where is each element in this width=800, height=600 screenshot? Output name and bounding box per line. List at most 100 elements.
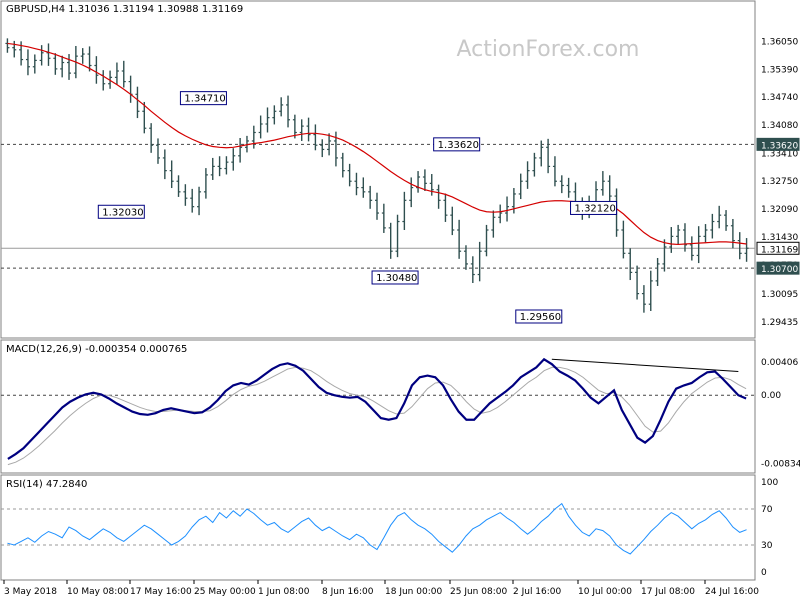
price-bar <box>46 43 51 66</box>
price-level-badge: 1.33620 <box>756 137 800 151</box>
x-tick-label: 17 May 16:00 <box>130 587 192 597</box>
price-bar <box>655 257 660 286</box>
rsi-panel-frame <box>0 474 756 581</box>
svg-text:1.30480: 1.30480 <box>376 273 417 284</box>
rsi-y-tick: 100 <box>761 478 778 488</box>
price-bar <box>238 137 243 163</box>
price-bar <box>628 248 633 281</box>
x-tick-label: 3 May 2018 <box>4 587 57 597</box>
price-bar <box>388 222 393 259</box>
price-y-tick: 1.30095 <box>761 290 798 300</box>
price-bar <box>689 236 694 261</box>
macd-y-tick: -0.008346 <box>761 459 800 469</box>
price-annotation: 1.32030 <box>97 204 145 219</box>
svg-text:1.29560: 1.29560 <box>520 312 561 323</box>
price-bar <box>566 177 571 198</box>
price-annotation: 1.33620 <box>433 137 481 152</box>
rsi-y-tick: 70 <box>761 505 773 515</box>
macd-divergence-line <box>551 358 739 373</box>
svg-text:1.33620: 1.33620 <box>438 140 479 151</box>
price-bar <box>162 149 167 180</box>
price-bar <box>313 124 318 151</box>
price-bar <box>491 210 496 238</box>
price-level-badge: 1.31169 <box>756 241 800 255</box>
price-panel-frame <box>0 0 756 339</box>
moving-average-line <box>7 42 747 246</box>
price-bar <box>463 245 468 270</box>
price-bar <box>368 185 373 209</box>
price-y-tick: 1.36050 <box>761 37 798 47</box>
price-bar <box>190 188 195 213</box>
rsi-y-tick: 30 <box>761 541 773 551</box>
price-bar <box>306 117 311 142</box>
price-bar <box>94 56 99 84</box>
macd-line <box>7 357 747 460</box>
x-tick-label: 1 Jun 08:00 <box>258 587 310 597</box>
price-bar <box>114 62 119 85</box>
svg-text:1.33620: 1.33620 <box>761 141 798 151</box>
price-bar <box>67 54 72 80</box>
rsi-y-tick: 0 <box>761 568 767 578</box>
price-bar <box>416 171 421 193</box>
price-bar <box>662 239 667 272</box>
x-tick-label: 8 Jun 16:00 <box>322 587 374 597</box>
price-bar <box>155 138 160 164</box>
price-bar <box>251 125 256 149</box>
price-bar <box>135 86 140 119</box>
price-bar <box>12 40 17 58</box>
price-y-tick: 1.34080 <box>761 121 798 131</box>
price-bar <box>244 135 249 153</box>
x-tick-label: 17 Jul 08:00 <box>641 587 695 597</box>
price-bar <box>32 54 37 74</box>
price-bar <box>457 219 462 259</box>
price-bar <box>532 152 537 177</box>
price-bar <box>142 101 147 134</box>
x-tick-label: 10 Jul 00:00 <box>578 587 632 597</box>
price-bar <box>197 186 202 216</box>
x-tick-label: 24 Jul 16:00 <box>705 587 759 597</box>
price-bar <box>265 107 270 133</box>
price-bar <box>484 224 489 257</box>
price-bar <box>696 226 701 264</box>
svg-text:1.32030: 1.32030 <box>102 207 143 218</box>
price-bar <box>730 218 735 249</box>
price-bar <box>128 75 133 103</box>
price-bar <box>402 191 407 230</box>
price-bar <box>607 175 612 205</box>
price-bar <box>292 114 297 139</box>
price-bar <box>436 184 441 209</box>
price-bar <box>498 204 503 224</box>
price-bar <box>101 70 106 91</box>
price-bar <box>641 285 646 313</box>
price-bar <box>559 175 564 194</box>
price-panel: 1.36050 1.35390 1.34740 1.34080 1.33410 1.327… <box>1 37 800 328</box>
price-bar <box>422 169 427 191</box>
price-bar <box>477 241 482 282</box>
price-y-tick: 1.32750 <box>761 177 798 187</box>
price-y-tick: 1.32090 <box>761 205 798 215</box>
price-y-tick: 1.34740 <box>761 93 798 103</box>
price-bar <box>340 152 345 178</box>
price-bar <box>381 203 386 233</box>
price-level-badge: 1.30700 <box>756 261 800 275</box>
price-bar <box>231 148 236 171</box>
price-bar <box>375 192 379 220</box>
price-bar <box>635 265 640 300</box>
x-tick-label: 10 May 08:00 <box>67 587 129 597</box>
macd-panel-frame <box>0 339 756 474</box>
price-bar <box>539 140 544 167</box>
x-tick-label: 25 May 00:00 <box>194 587 256 597</box>
price-bar <box>286 95 291 128</box>
price-bar <box>210 157 215 180</box>
price-bar <box>470 256 475 283</box>
price-bar <box>80 48 85 64</box>
price-bar <box>710 213 715 239</box>
price-bar <box>203 168 208 199</box>
price-bar <box>87 46 92 72</box>
price-bar <box>279 97 284 117</box>
price-bar <box>648 270 653 311</box>
macd-signal-line <box>7 366 747 466</box>
price-y-tick: 1.31430 <box>761 233 798 243</box>
price-bar <box>354 172 359 196</box>
